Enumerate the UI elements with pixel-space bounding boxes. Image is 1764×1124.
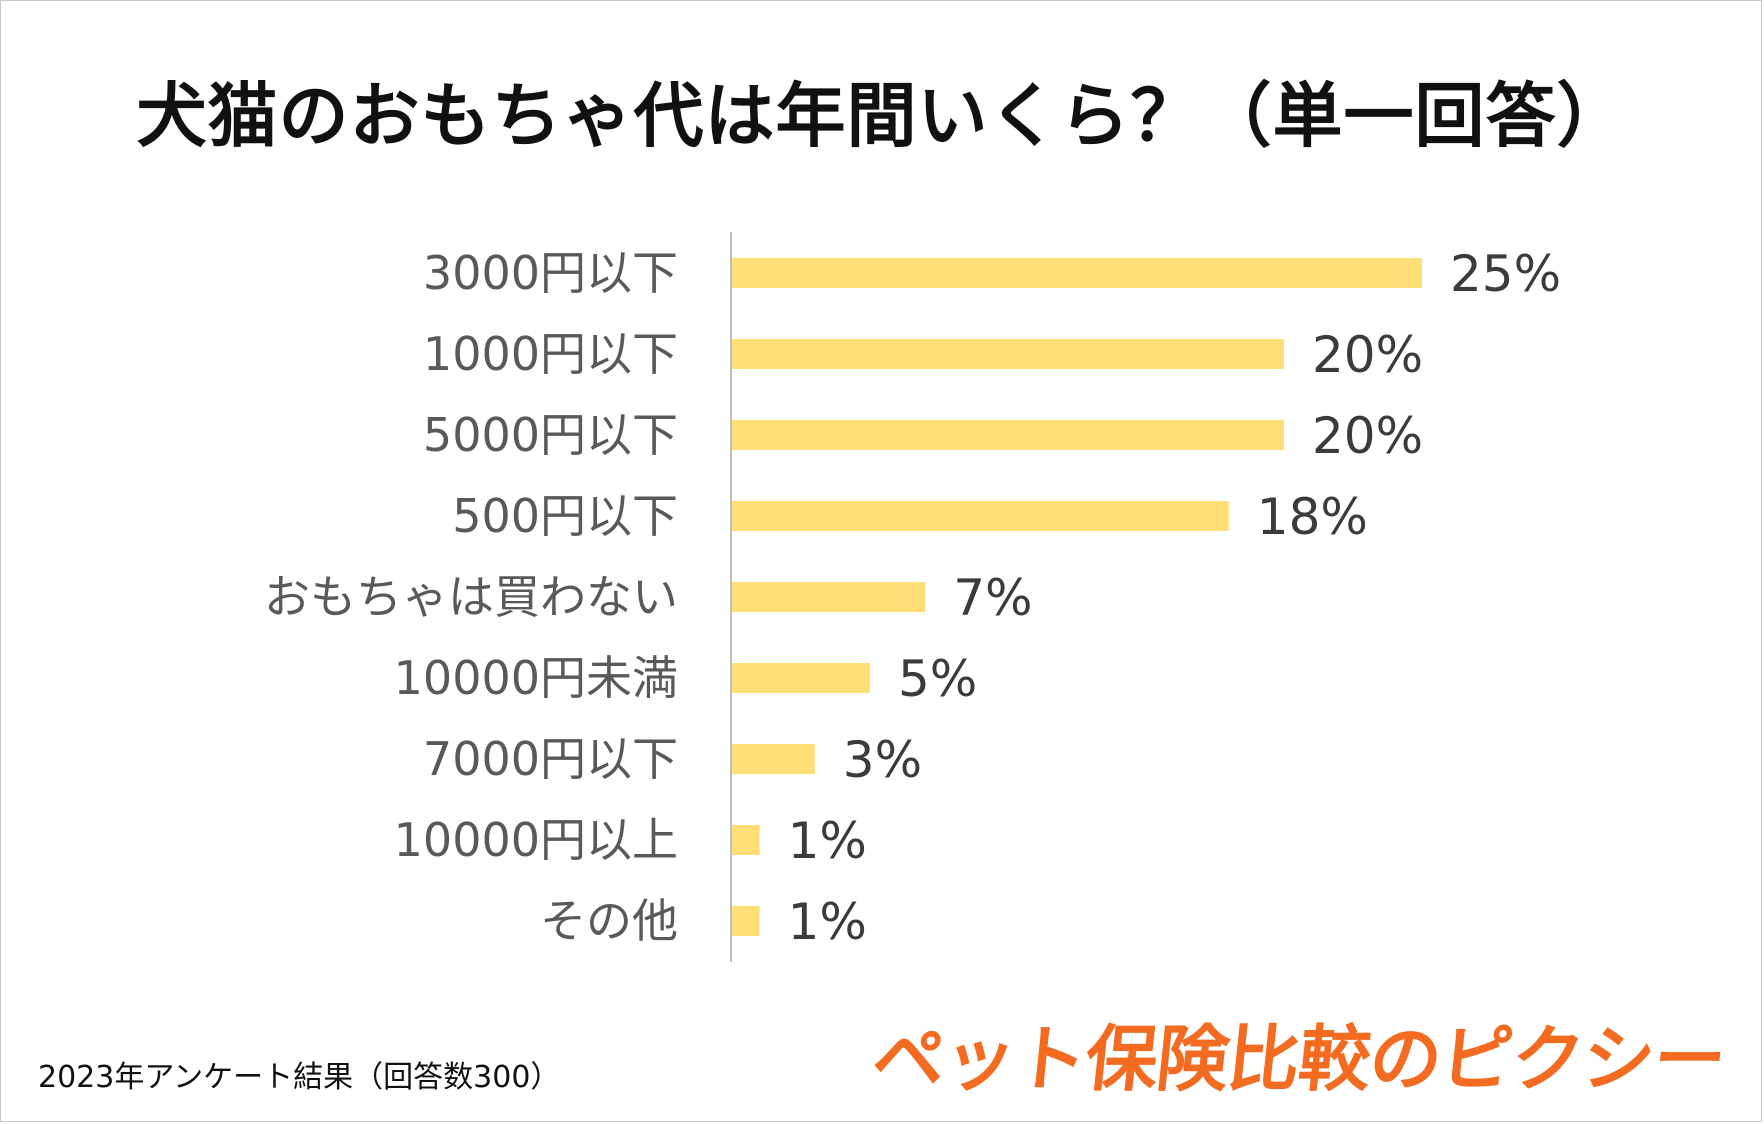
category-label: 1000円以下: [423, 327, 678, 381]
bar: [732, 258, 1422, 288]
data-label: 3%: [843, 731, 922, 789]
category-label: 10000円以上: [394, 813, 678, 867]
category-label: その他: [540, 894, 678, 948]
bar: [732, 420, 1284, 450]
category-label: 5000円以下: [423, 408, 678, 462]
data-label: 20%: [1312, 407, 1423, 465]
bar: [732, 744, 815, 774]
category-label: 7000円以下: [423, 732, 678, 786]
data-label: 1%: [788, 893, 867, 951]
bar: [732, 906, 760, 936]
data-label: 25%: [1450, 245, 1561, 303]
survey-footnote: 2023年アンケート結果（回答数300）: [38, 1060, 561, 1095]
data-label: 18%: [1257, 488, 1368, 546]
category-label: 3000円以下: [423, 246, 678, 300]
data-label: 20%: [1312, 326, 1423, 384]
category-label: 10000円未満: [394, 651, 678, 705]
brand-logo: ペット保険比較のピクシー: [868, 1017, 1730, 1101]
data-label: 5%: [898, 650, 977, 708]
bar: [732, 582, 926, 612]
bar: [732, 339, 1284, 369]
bars-layer: 3000円以下 25% 1000円以下 20% 5000円以下 20% 500円以下 18% お…: [264, 245, 1561, 951]
category-label: おもちゃは買わない: [264, 570, 678, 624]
data-label: 1%: [788, 812, 867, 870]
chart-title: 犬猫のおもちゃ代は年間いくら？（単一回答）: [136, 75, 1628, 157]
bar: [732, 825, 760, 855]
bar: [732, 663, 870, 693]
category-label: 500円以下: [452, 489, 678, 543]
data-label: 7%: [953, 569, 1032, 627]
bar: [732, 501, 1229, 531]
